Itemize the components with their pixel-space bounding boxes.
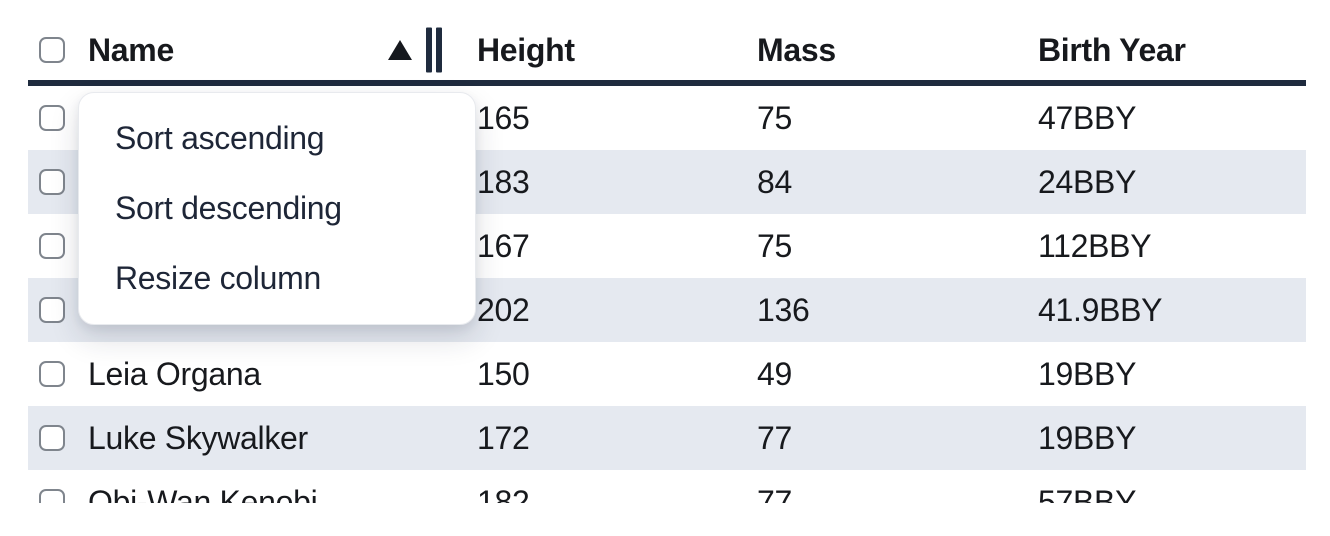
column-header-height[interactable]: Height — [433, 20, 713, 80]
menu-item-resize-column[interactable]: Resize column — [115, 260, 321, 297]
cell-birth-year: 19BBY — [1038, 419, 1137, 456]
cell-mass: 75 — [757, 99, 792, 136]
table-row: Luke Skywalker 172 77 19BBY — [28, 406, 1306, 470]
table-viewport: Name Height Mass Birth Year 165 75 — [28, 0, 1306, 503]
cell-birth-year: 41.9BBY — [1038, 291, 1163, 328]
cell-mass: 77 — [757, 483, 792, 504]
header-select-cell — [28, 20, 78, 80]
cell-birth-year: 24BBY — [1038, 163, 1137, 200]
cell-height: 165 — [477, 99, 530, 136]
row-select-cell — [28, 342, 78, 406]
cell-mass: 84 — [757, 163, 792, 200]
select-all-checkbox[interactable] — [39, 37, 65, 63]
row-select-cell — [28, 470, 78, 503]
table-row: 202 136 41.9BBY — [28, 278, 1306, 342]
cell-birth-year: 57BBY — [1038, 483, 1137, 504]
table-row: 167 75 112BBY — [28, 214, 1306, 278]
column-header-birth-year-label: Birth Year — [1038, 31, 1186, 68]
cell-birth-year: 47BBY — [1038, 99, 1137, 136]
cell-height: 167 — [477, 227, 530, 264]
characters-table: Name Height Mass Birth Year 165 75 — [28, 0, 1306, 503]
cell-birth-year: 112BBY — [1038, 227, 1152, 264]
row-select-cell — [28, 150, 78, 214]
menu-item-sort-ascending[interactable]: Sort ascending — [115, 119, 325, 156]
cell-mass: 49 — [757, 355, 792, 392]
cell-mass: 136 — [757, 291, 810, 328]
column-header-birth-year[interactable]: Birth Year — [994, 20, 1306, 80]
sort-ascending-icon — [388, 40, 412, 60]
row-checkbox[interactable] — [39, 425, 65, 451]
row-select-cell — [28, 214, 78, 278]
table-header-row: Name Height Mass Birth Year — [28, 0, 1306, 86]
table-row: Leia Organa 150 49 19BBY — [28, 342, 1306, 406]
column-resize-handle[interactable] — [426, 27, 442, 73]
row-checkbox[interactable] — [39, 489, 65, 503]
cell-height: 150 — [477, 355, 530, 392]
row-checkbox[interactable] — [39, 297, 65, 323]
cell-name: Obi-Wan Kenobi — [88, 483, 318, 504]
row-select-cell — [28, 86, 78, 150]
cell-mass: 77 — [757, 419, 792, 456]
cell-height: 202 — [477, 291, 530, 328]
column-context-menu: Sort ascending Sort descending Resize co… — [78, 92, 476, 325]
cell-mass: 75 — [757, 227, 792, 264]
table-body: 165 75 47BBY 183 84 24BBY 167 75 112BBY … — [28, 86, 1306, 503]
row-select-cell — [28, 278, 78, 342]
cell-height: 172 — [477, 419, 530, 456]
row-checkbox[interactable] — [39, 233, 65, 259]
row-checkbox[interactable] — [39, 361, 65, 387]
column-header-mass[interactable]: Mass — [713, 20, 994, 80]
column-header-mass-label: Mass — [757, 31, 836, 68]
column-header-name[interactable]: Name — [78, 20, 442, 80]
cell-birth-year: 19BBY — [1038, 355, 1137, 392]
row-checkbox[interactable] — [39, 169, 65, 195]
menu-item-sort-descending[interactable]: Sort descending — [115, 189, 342, 226]
cell-height: 183 — [477, 163, 530, 200]
cell-height: 182 — [477, 483, 530, 504]
row-checkbox[interactable] — [39, 105, 65, 131]
column-header-height-label: Height — [477, 31, 575, 68]
column-header-name-label: Name — [88, 31, 174, 68]
row-select-cell — [28, 406, 78, 470]
table-row: 165 75 47BBY — [28, 86, 1306, 150]
table-row: Obi-Wan Kenobi 182 77 57BBY — [28, 470, 1306, 503]
cell-name: Leia Organa — [88, 355, 261, 392]
cell-name: Luke Skywalker — [88, 419, 308, 456]
